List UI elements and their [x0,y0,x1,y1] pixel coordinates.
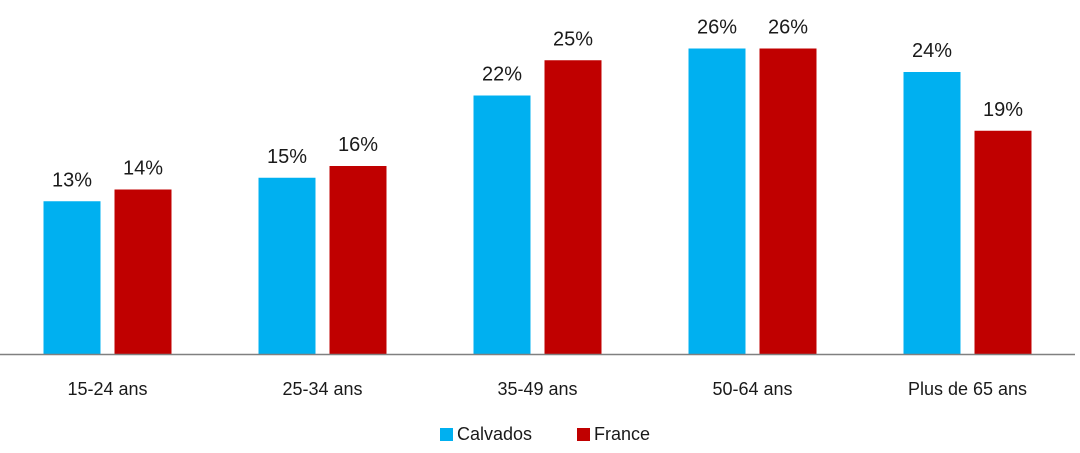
data-labels-group: 13% 14% 15% 16% 22% 25% 26% 26% 24% 19% [52,17,1023,192]
data-label-calvados-plus-de-65-ans: 24% [912,40,952,62]
data-label-france-50-64-ans: 26% [768,17,808,39]
data-label-france-15-24-ans: 14% [123,158,163,180]
bar-france-plus-de-65-ans [974,130,1032,354]
data-label-france-25-34-ans: 16% [338,134,378,156]
bar-calvados-15-24-ans [43,201,101,354]
x-tick-labels-group: 15-24 ans 25-34 ans 35-49 ans 50-64 ans Plus… [67,379,1027,399]
bar-france-15-24-ans [114,189,172,354]
legend-swatch-france [577,428,590,441]
legend-label-calvados: Calvados [457,424,532,444]
bar-france-25-34-ans [329,166,387,354]
data-label-france-plus-de-65-ans: 19% [983,99,1023,121]
data-label-calvados-15-24-ans: 13% [52,169,92,191]
x-tick-label-25-34-ans: 25-34 ans [282,379,362,399]
x-tick-label-15-24-ans: 15-24 ans [67,379,147,399]
bar-calvados-35-49-ans [473,95,531,354]
x-tick-label-plus-de-65-ans: Plus de 65 ans [908,379,1027,399]
bars-group [43,48,1032,354]
bar-calvados-plus-de-65-ans [903,72,961,354]
data-label-france-35-49-ans: 25% [553,28,593,50]
data-label-calvados-35-49-ans: 22% [482,64,522,86]
data-label-calvados-50-64-ans: 26% [697,17,737,39]
bar-calvados-50-64-ans [688,48,746,354]
legend: Calvados France [440,424,650,444]
bar-france-35-49-ans [544,60,602,354]
data-label-calvados-25-34-ans: 15% [267,146,307,168]
bar-calvados-25-34-ans [258,177,316,354]
legend-swatch-calvados [440,428,453,441]
legend-label-france: France [594,424,650,444]
bar-france-50-64-ans [759,48,817,354]
x-tick-label-35-49-ans: 35-49 ans [497,379,577,399]
x-tick-label-50-64-ans: 50-64 ans [712,379,792,399]
